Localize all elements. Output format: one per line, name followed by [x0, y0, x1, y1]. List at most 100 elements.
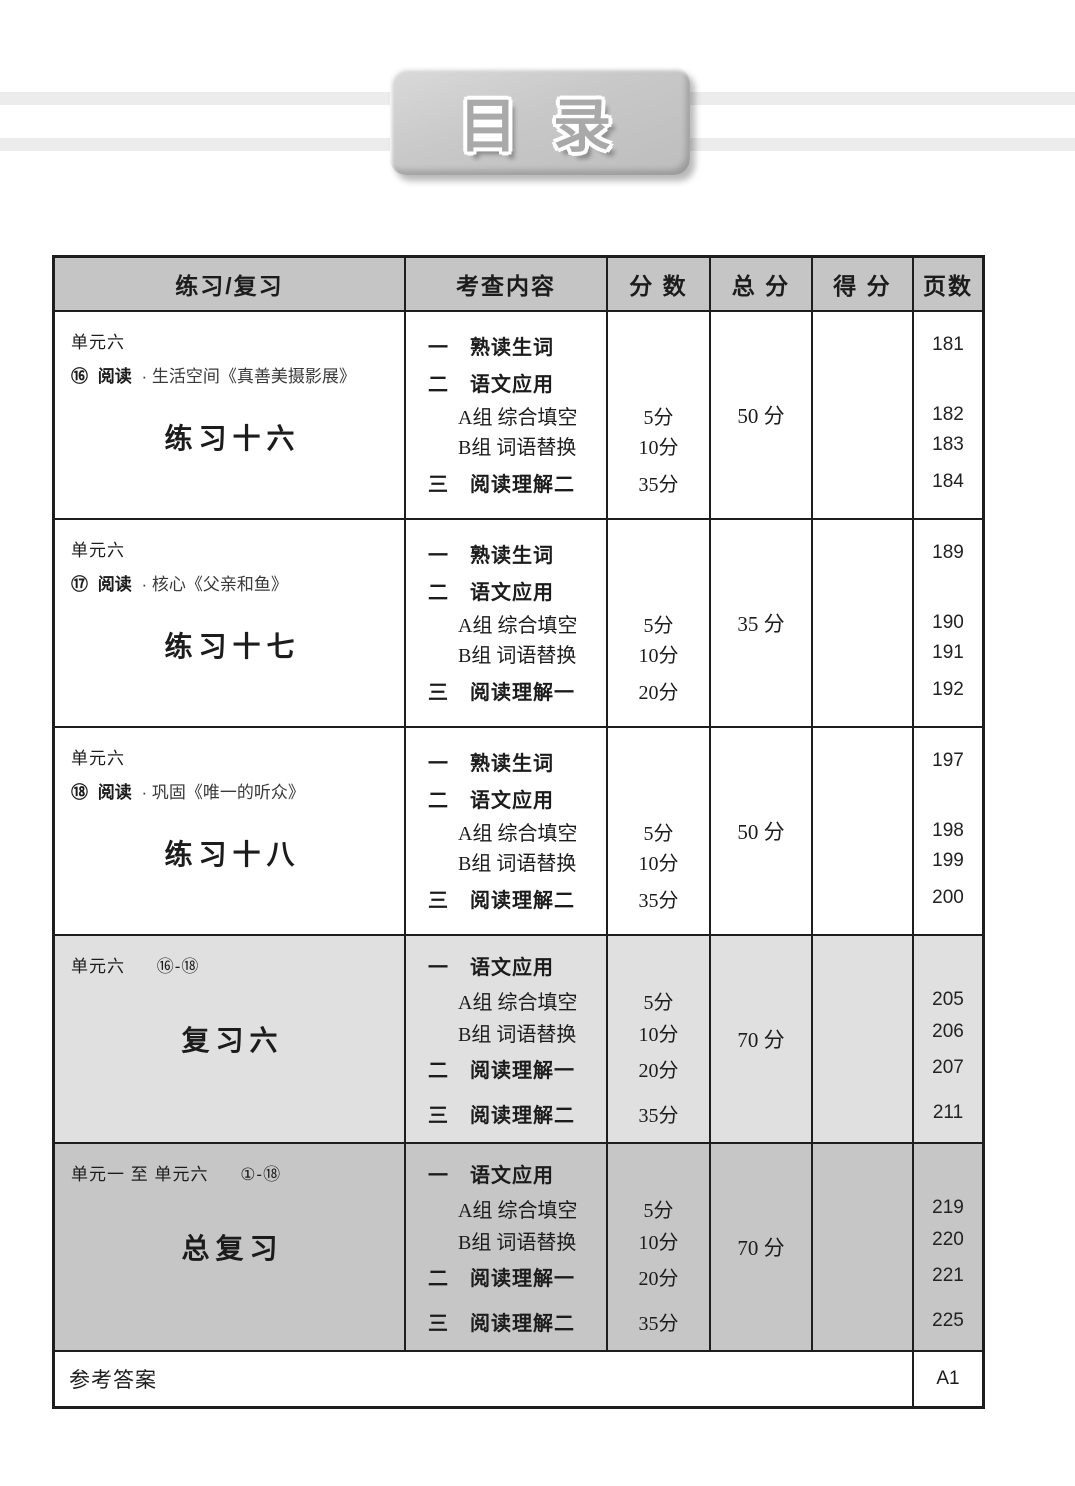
- lesson-type: 阅读: [97, 367, 132, 386]
- lesson-type: 阅读: [97, 783, 132, 802]
- score-slot: [608, 572, 709, 608]
- score-slot: [608, 946, 709, 984]
- page-number: 181: [932, 334, 964, 355]
- content-cell: 一 熟读生词 二 语文应用 A组 综合填空 B组 词语替换 三 阅读理解二: [406, 728, 608, 934]
- score-value: 5分: [643, 822, 674, 845]
- content-line: B组 词语替换: [458, 436, 577, 459]
- score-slot: [608, 364, 709, 400]
- content-line: 二 语文应用: [428, 373, 554, 396]
- content-line: B组 词语替换: [458, 644, 577, 667]
- lesson-label: ⑱ 阅读 · 巩固《唯一的听众》: [71, 778, 394, 803]
- pages-cell: 181 182 183 184: [914, 312, 982, 518]
- score-value: 35分: [638, 1312, 679, 1335]
- header-marks: 得 分: [813, 258, 914, 310]
- toc-table: 练习/复习 考查内容 分 数 总 分 得 分 页数 单元六 ⑯ 阅读 · 生活空…: [52, 255, 985, 1409]
- page-number: 191: [932, 642, 964, 663]
- exercise-title: 练习十八: [164, 839, 301, 870]
- page-number: 192: [932, 679, 964, 700]
- total-score: 70 分: [737, 1236, 785, 1260]
- lesson-number: ⑱: [71, 783, 88, 802]
- unit-label: 单元六 ⑯-⑱: [71, 952, 394, 977]
- content-line: 三 阅读理解二: [428, 889, 575, 912]
- table-row-review-6: 单元六 ⑯-⑱ 复习六 一 语文应用 A组 综合填空 B组 词语替换 二 阅读理…: [55, 936, 982, 1144]
- pages-cell: 197 198 199 200: [914, 728, 982, 934]
- page-number: 197: [932, 750, 964, 771]
- content-cell: 一 熟读生词 二 语文应用 A组 综合填空 B组 词语替换 三 阅读理解一: [406, 520, 608, 726]
- total-cell: 70 分: [711, 936, 813, 1142]
- score-value: 20分: [638, 1059, 679, 1082]
- score-value: 20分: [638, 1267, 679, 1290]
- page-number: 183: [932, 434, 964, 455]
- exercise-title: 总复习: [181, 1233, 284, 1264]
- content-line: 二 语文应用: [428, 581, 554, 604]
- lesson-range: ①-⑱: [240, 1165, 282, 1184]
- pages-cell: 189 190 191 192: [914, 520, 982, 726]
- page-number: 225: [932, 1310, 964, 1331]
- content-line: 二 语文应用: [428, 789, 554, 812]
- score-value: 10分: [638, 852, 679, 875]
- page-title: 目 录: [458, 94, 622, 159]
- lesson-label: ⑰ 阅读 · 核心《父亲和鱼》: [71, 570, 394, 595]
- page-number: 189: [932, 542, 964, 563]
- page-number: 207: [932, 1057, 964, 1078]
- content-line: 二 阅读理解一: [428, 1059, 575, 1082]
- header-content: 考查内容: [406, 258, 608, 310]
- score-slot: [608, 326, 709, 364]
- content-line: A组 综合填空: [458, 406, 578, 429]
- score-cell: 5分 10分 35分: [608, 728, 711, 934]
- content-line: A组 综合填空: [458, 614, 578, 637]
- score-value: 35分: [638, 889, 679, 912]
- score-cell: 5分 10分 20分: [608, 520, 711, 726]
- page-number: 190: [932, 612, 964, 633]
- page-number: [914, 780, 982, 816]
- marks-cell: [813, 1144, 914, 1350]
- content-line: 三 阅读理解一: [428, 681, 575, 704]
- page-number: [914, 364, 982, 400]
- lesson-number: ⑯: [71, 367, 88, 386]
- page-number: 219: [932, 1197, 964, 1218]
- table-footer-row: 参考答案 A1: [55, 1352, 982, 1406]
- exercise-cell: 单元六 ⑯ 阅读 · 生活空间《真善美摄影展》 练习十六: [55, 312, 406, 518]
- score-value: 5分: [643, 614, 674, 637]
- page-number: 184: [932, 471, 964, 492]
- score-value: 5分: [643, 406, 674, 429]
- total-cell: 50 分: [711, 312, 813, 518]
- unit-label: 单元六: [71, 541, 125, 560]
- exercise-cell: 单元六 ⑰ 阅读 · 核心《父亲和鱼》 练习十七: [55, 520, 406, 726]
- table-row-exercise-17: 单元六 ⑰ 阅读 · 核心《父亲和鱼》 练习十七 一 熟读生词 二 语文应用 A…: [55, 520, 982, 728]
- content-line: 三 阅读理解二: [428, 1312, 575, 1335]
- page-number: 221: [932, 1265, 964, 1286]
- marks-cell: [813, 936, 914, 1142]
- score-value: 35分: [638, 473, 679, 496]
- content-line: A组 综合填空: [458, 1199, 578, 1222]
- content-line: 一 熟读生词: [428, 336, 554, 359]
- answer-key-label: 参考答案: [55, 1352, 914, 1406]
- page-number: 199: [932, 850, 964, 871]
- content-line: B组 词语替换: [458, 852, 577, 875]
- exercise-title: 复习六: [181, 1025, 284, 1056]
- score-value: 10分: [638, 436, 679, 459]
- page-number: 200: [932, 887, 964, 908]
- header-score: 分 数: [608, 258, 711, 310]
- content-line: 二 阅读理解一: [428, 1267, 575, 1290]
- unit-text: 单元六: [71, 957, 125, 976]
- score-value: 20分: [638, 681, 679, 704]
- score-slot: [608, 534, 709, 572]
- page-number: [914, 1154, 982, 1192]
- page-number: 211: [932, 1102, 964, 1123]
- toc-title-banner: 目 录: [390, 67, 690, 175]
- table-row-exercise-16: 单元六 ⑯ 阅读 · 生活空间《真善美摄影展》 练习十六 一 熟读生词 二 语文…: [55, 312, 982, 520]
- score-value: 5分: [643, 991, 674, 1014]
- lesson-type: 阅读: [97, 575, 132, 594]
- score-value: 10分: [638, 644, 679, 667]
- lesson-range: ⑯-⑱: [156, 957, 200, 976]
- page-number: 198: [932, 820, 964, 841]
- total-score: 70 分: [737, 1028, 785, 1052]
- lesson-title: · 巩固《唯一的听众》: [141, 783, 305, 802]
- exercise-cell: 单元六 ⑯-⑱ 复习六: [55, 936, 406, 1142]
- marks-cell: [813, 728, 914, 934]
- score-cell: 5分 10分 20分 35分: [608, 936, 711, 1142]
- content-cell: 一 熟读生词 二 语文应用 A组 综合填空 B组 词语替换 三 阅读理解二: [406, 312, 608, 518]
- lesson-title: · 生活空间《真善美摄影展》: [141, 367, 356, 386]
- page-number: [914, 572, 982, 608]
